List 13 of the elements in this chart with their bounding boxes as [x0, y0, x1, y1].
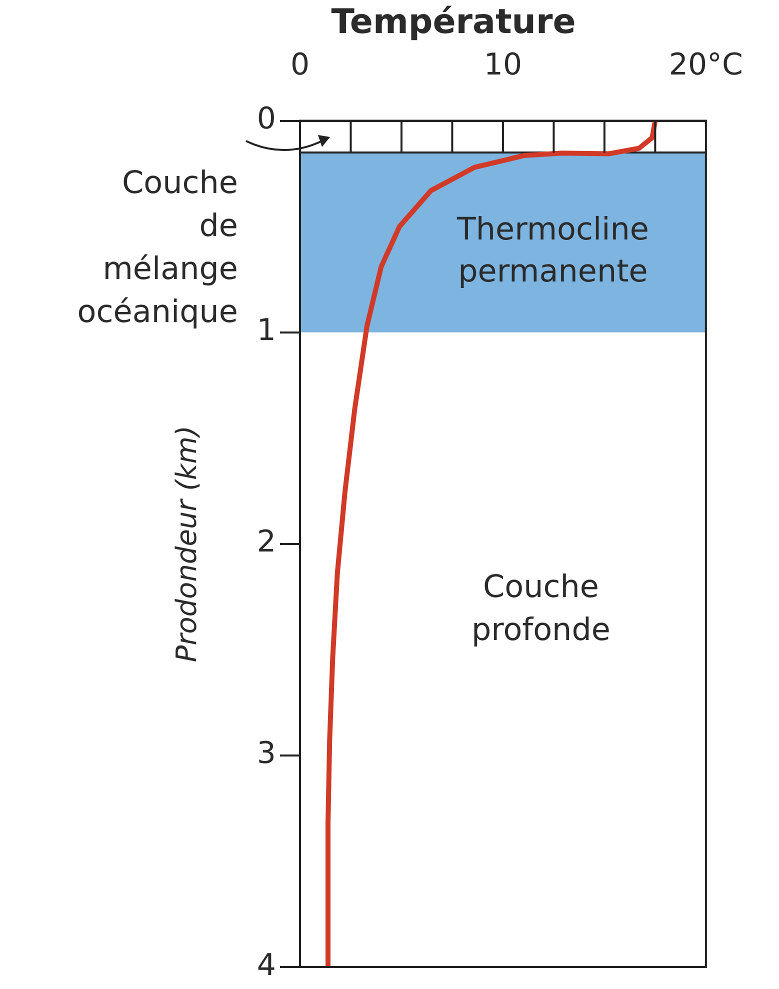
band-label: Thermocline permanente [456, 211, 649, 290]
x-tick-label: 0 [290, 48, 310, 83]
y-tick-label: 4 [256, 948, 276, 983]
y-tick-label: 1 [256, 313, 276, 348]
chart-title: Température [331, 2, 576, 42]
y-tick-label: 2 [256, 524, 276, 560]
annotation: Couche profonde [471, 568, 610, 648]
text: Couche de mélange océanique [77, 164, 238, 330]
x-tick-label: 10 [484, 48, 522, 83]
y-tick-label: 3 [256, 736, 276, 772]
y-tick-label: 0 [256, 102, 276, 137]
y-axis-title: Prodondeur (km) [170, 426, 204, 662]
x-tick-label: 20°C [668, 48, 743, 83]
